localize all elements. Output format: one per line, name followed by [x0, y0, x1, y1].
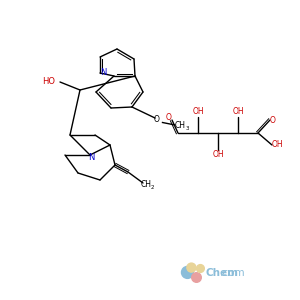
Text: Chem: Chem [206, 268, 239, 278]
Text: OH: OH [192, 106, 204, 116]
Circle shape [192, 273, 201, 282]
Text: HO: HO [43, 77, 56, 86]
Circle shape [187, 263, 196, 272]
Text: O: O [154, 115, 159, 124]
Circle shape [182, 266, 194, 278]
Text: CH: CH [141, 180, 152, 189]
Text: N: N [100, 68, 107, 77]
Text: N: N [88, 154, 95, 163]
Text: .com: .com [220, 268, 245, 278]
Text: OH: OH [232, 106, 244, 116]
Text: OH: OH [212, 150, 224, 159]
Text: 3: 3 [185, 126, 189, 131]
Text: 2: 2 [151, 185, 155, 190]
Circle shape [196, 265, 204, 272]
Text: CH: CH [175, 121, 186, 130]
Text: O: O [166, 112, 172, 122]
Text: O: O [270, 116, 276, 125]
Text: OH: OH [272, 140, 283, 149]
